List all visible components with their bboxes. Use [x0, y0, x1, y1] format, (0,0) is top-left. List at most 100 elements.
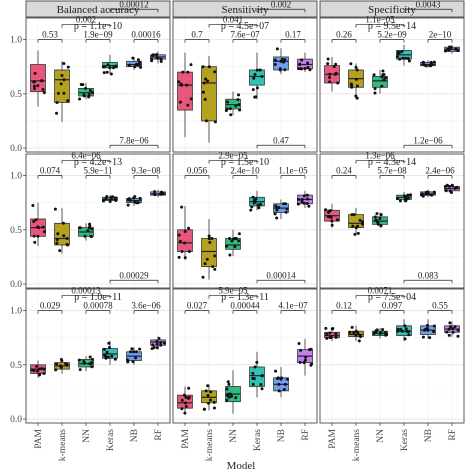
data-point — [37, 367, 41, 371]
data-point — [126, 360, 130, 364]
data-point — [43, 230, 47, 234]
data-point — [329, 335, 333, 339]
data-point — [55, 241, 59, 245]
data-point — [451, 330, 455, 334]
data-point — [381, 327, 385, 331]
data-point — [255, 86, 259, 90]
overall-p-value: p = 9.5e−14 — [368, 21, 416, 32]
data-point — [207, 234, 211, 238]
panel-border — [172, 288, 318, 424]
data-point — [335, 218, 339, 222]
facet-strip — [319, 0, 465, 18]
comparison-p-value: 0.12 — [336, 301, 352, 311]
box-Keras — [249, 52, 265, 100]
data-point — [102, 199, 106, 203]
data-point — [31, 204, 35, 208]
data-point — [58, 249, 62, 253]
data-point — [88, 222, 92, 226]
data-point — [155, 53, 159, 57]
data-point — [356, 331, 360, 335]
data-point — [403, 324, 407, 328]
data-point — [403, 337, 407, 341]
data-point — [375, 212, 379, 216]
data-point — [42, 91, 46, 95]
box-RF — [444, 321, 460, 338]
box-k-means — [348, 208, 365, 236]
data-point — [206, 394, 210, 398]
data-point — [159, 343, 163, 347]
facet-strip-layer: Balanced accuracy Sensitivity Specificity — [25, 0, 465, 18]
data-point — [305, 193, 309, 197]
data-point — [208, 240, 212, 244]
data-point — [256, 203, 260, 207]
facet-panel: 0.26 1.1e−05 5.2e−09 0.0043 2e−10 p = 9.5e−14 — [319, 0, 465, 153]
data-point — [78, 97, 82, 101]
data-point — [183, 401, 187, 405]
data-point — [65, 363, 69, 367]
data-point — [32, 219, 36, 223]
data-point — [108, 199, 112, 203]
box-RF — [150, 189, 166, 198]
data-point — [229, 113, 233, 117]
data-point — [283, 202, 287, 206]
data-point — [59, 365, 63, 369]
data-point — [134, 350, 138, 354]
data-point — [297, 67, 301, 71]
data-point — [450, 184, 454, 188]
comparison-p-value: 6.4e−06 — [71, 150, 101, 160]
facet-panel: 0.24 1.3e−06 5.7e−08 1.2e−06 2.4e−06 p = 4.3e… — [319, 135, 465, 289]
comparison-p-value: 0.47 — [273, 135, 289, 145]
data-point — [331, 327, 335, 331]
data-point — [306, 65, 310, 69]
data-point — [151, 343, 155, 347]
data-point — [348, 330, 352, 334]
data-point — [275, 208, 279, 212]
data-point — [160, 192, 164, 196]
x-tick-label: NN — [376, 429, 386, 443]
data-point — [131, 360, 135, 364]
data-point — [113, 65, 117, 69]
data-point — [251, 382, 255, 386]
data-point — [325, 332, 329, 336]
data-point — [227, 395, 231, 399]
data-point — [254, 200, 258, 204]
data-point — [396, 197, 400, 201]
data-point — [134, 356, 138, 360]
data-point — [178, 100, 182, 104]
data-point — [409, 193, 413, 197]
data-point — [432, 190, 436, 194]
data-point — [429, 64, 433, 68]
data-point — [32, 369, 36, 373]
data-point — [189, 63, 193, 67]
data-point — [138, 196, 142, 200]
box-RF — [296, 190, 313, 209]
data-point — [352, 213, 356, 217]
data-point — [404, 56, 408, 60]
data-point — [407, 333, 411, 337]
data-point — [205, 257, 209, 261]
data-point — [90, 227, 94, 231]
data-point — [297, 342, 301, 346]
data-point — [273, 58, 277, 62]
data-point — [184, 395, 188, 399]
data-point — [234, 104, 238, 108]
data-point — [102, 347, 106, 351]
comparison-p-value: 0.00016 — [131, 30, 161, 40]
data-point — [396, 327, 400, 331]
overall-p-value: p = 1.0e−11 — [74, 292, 122, 303]
data-point — [376, 220, 380, 224]
data-point — [180, 249, 184, 253]
panel-background — [320, 289, 464, 423]
panel-border — [172, 17, 318, 153]
facet-panel: 0.53 0.002 1.9e−09 0.00012 0.00016 p = 1.1e−1… — [25, 0, 171, 153]
data-point — [129, 350, 133, 354]
data-point — [421, 60, 425, 64]
data-point — [180, 398, 184, 402]
data-point — [447, 333, 451, 337]
data-point — [109, 72, 113, 76]
data-point — [53, 207, 57, 211]
data-point — [255, 360, 259, 364]
comparison-p-value: 2.4e−06 — [425, 166, 455, 176]
box-NB — [126, 56, 143, 70]
x-tick-label: NB — [130, 429, 140, 442]
